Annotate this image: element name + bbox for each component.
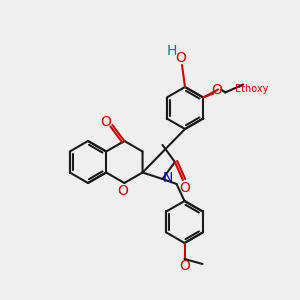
Text: N: N: [162, 171, 173, 185]
Text: Ethoxy: Ethoxy: [235, 85, 268, 94]
Text: O: O: [179, 181, 190, 195]
Text: O: O: [179, 259, 190, 273]
Text: H: H: [167, 44, 177, 58]
Text: O: O: [176, 51, 186, 65]
Text: O: O: [100, 115, 111, 129]
Text: O: O: [212, 83, 223, 98]
Text: O: O: [117, 184, 128, 198]
